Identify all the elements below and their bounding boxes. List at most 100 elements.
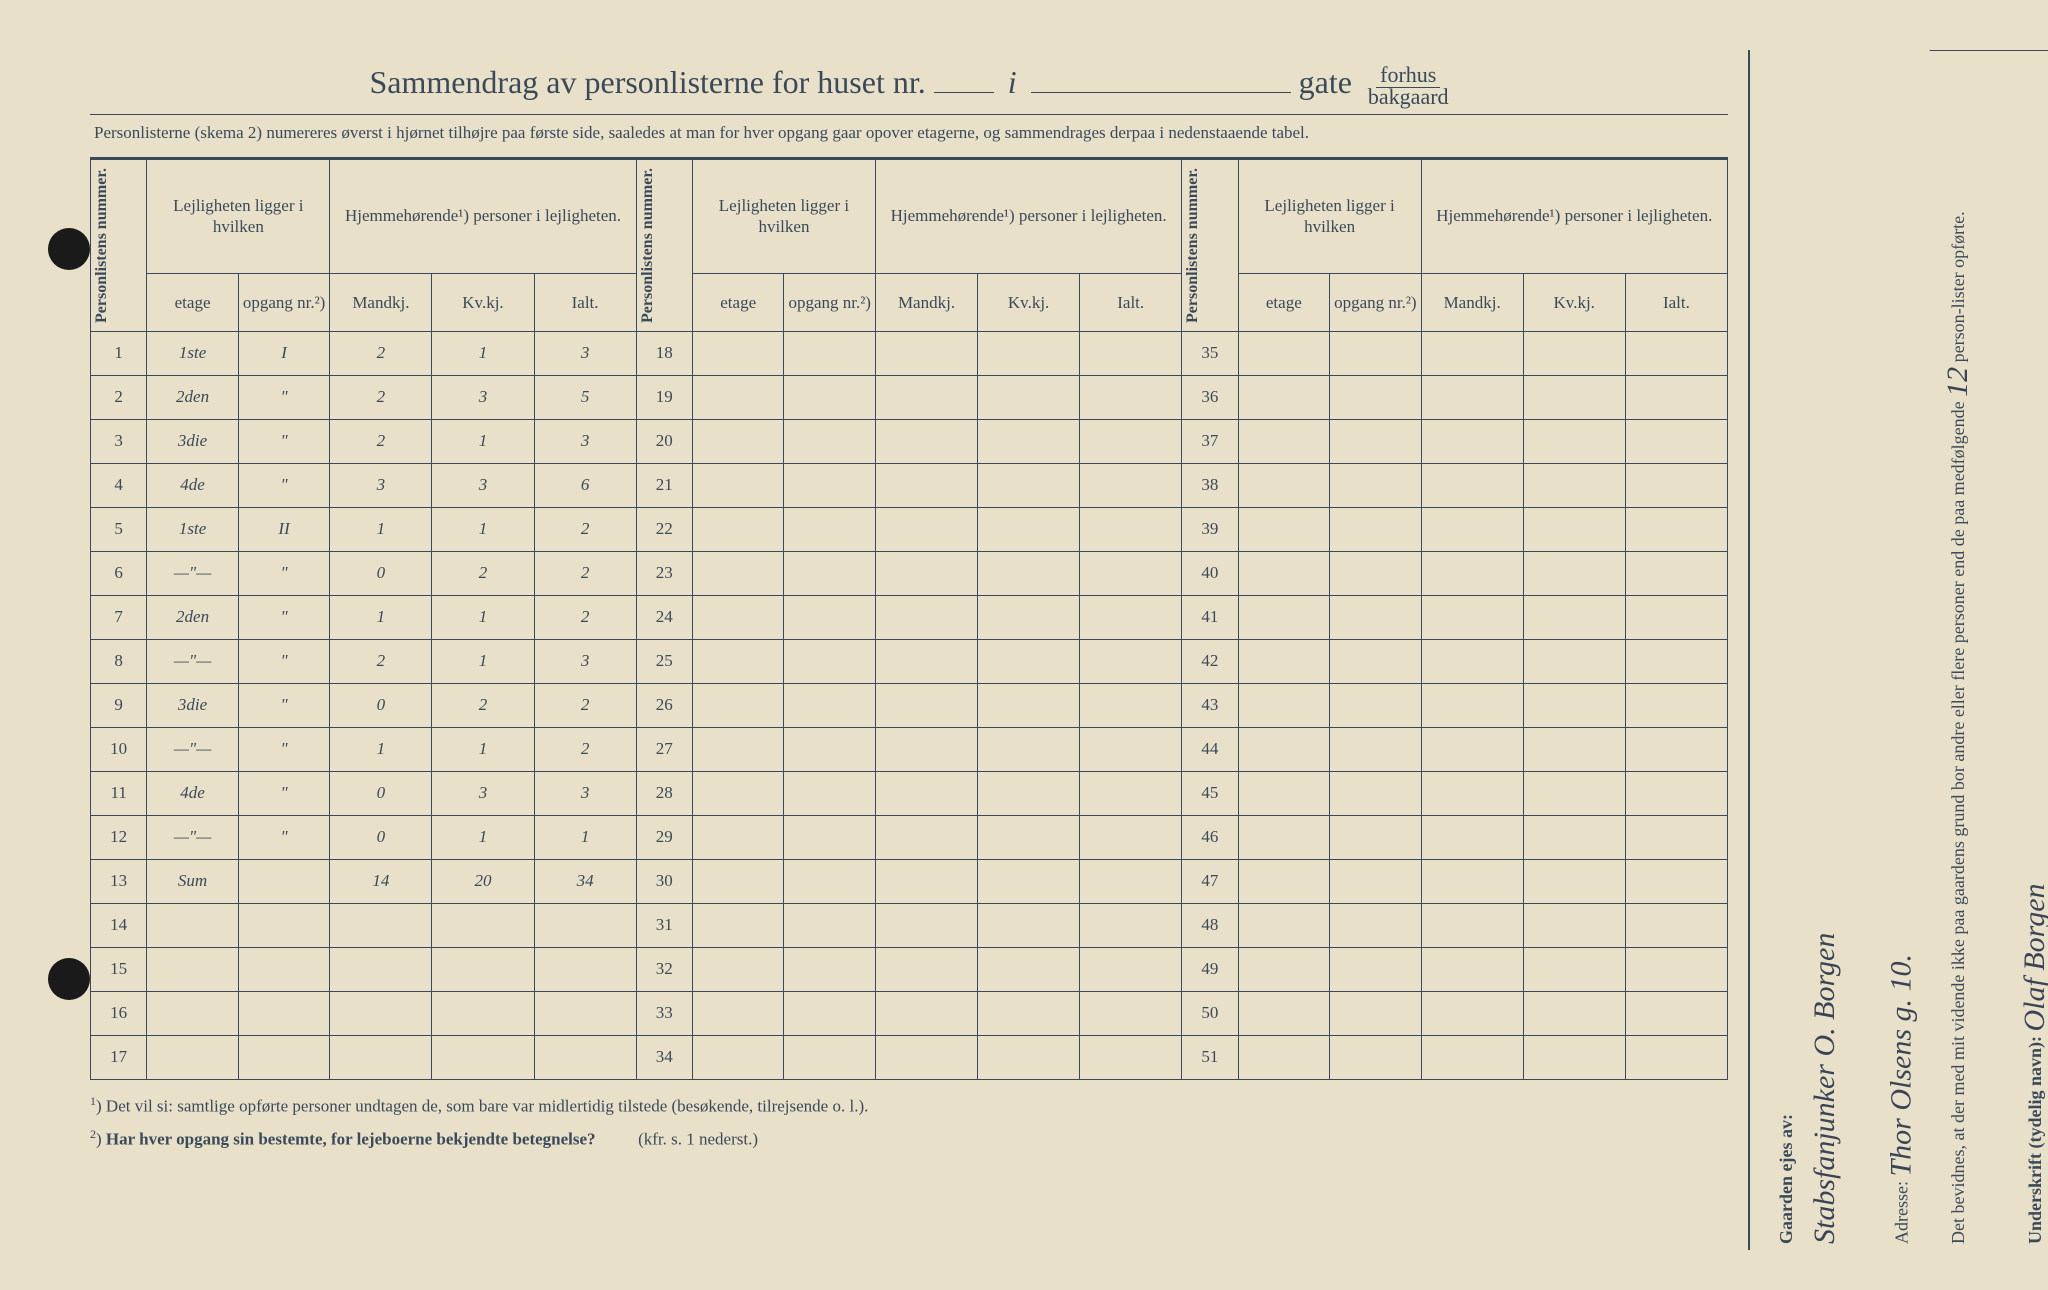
cell-k [978, 727, 1080, 771]
cell-i [1625, 991, 1727, 1035]
cell-m [1421, 859, 1523, 903]
cell-etage [147, 991, 239, 1035]
cell-etage: 1ste [147, 331, 239, 375]
cell-etage [692, 1035, 784, 1079]
cell-opg [784, 727, 876, 771]
row-number: 36 [1182, 375, 1238, 419]
cell-k: 1 [432, 815, 534, 859]
cell-opg [784, 463, 876, 507]
cell-etage [1238, 419, 1330, 463]
cell-opg: " [238, 595, 330, 639]
col-personliste: Personlistens nummer. [91, 160, 113, 331]
cell-opg [1330, 947, 1422, 991]
cell-etage [1238, 331, 1330, 375]
cell-k [432, 947, 534, 991]
row-number: 30 [636, 859, 692, 903]
cell-k [1523, 903, 1625, 947]
col-mandkj: Mandkj. [1421, 274, 1523, 332]
cell-i: 2 [534, 551, 636, 595]
cell-m: 1 [330, 507, 432, 551]
row-number: 22 [636, 507, 692, 551]
cell-opg [238, 947, 330, 991]
page-title: Sammendrag av personlisterne for huset n… [90, 50, 1728, 115]
col-etage: etage [147, 274, 239, 332]
row-number: 25 [636, 639, 692, 683]
cell-m: 2 [330, 639, 432, 683]
row-number: 10 [91, 727, 147, 771]
cell-k [978, 595, 1080, 639]
col-hjemme: Hjemmehørende¹) personer i lejligheten. [875, 159, 1181, 273]
cell-k [978, 859, 1080, 903]
cell-m [1421, 815, 1523, 859]
cell-k: 3 [432, 375, 534, 419]
cell-opg: " [238, 419, 330, 463]
cell-i [1625, 419, 1727, 463]
cell-etage [692, 947, 784, 991]
cell-i [1080, 375, 1182, 419]
cell-k [432, 903, 534, 947]
cell-m: 2 [330, 375, 432, 419]
cell-i: 3 [534, 639, 636, 683]
cell-i [1625, 331, 1727, 375]
punch-hole [48, 958, 90, 1000]
row-number: 45 [1182, 771, 1238, 815]
cell-m [1421, 991, 1523, 1035]
cell-k [1523, 991, 1625, 1035]
cell-etage: 4de [147, 771, 239, 815]
row-number: 3 [91, 419, 147, 463]
cell-k: 1 [432, 331, 534, 375]
cell-i: 2 [534, 727, 636, 771]
cell-k [1523, 771, 1625, 815]
cell-opg [784, 375, 876, 419]
row-number: 31 [636, 903, 692, 947]
row-number: 4 [91, 463, 147, 507]
cell-etage: 2den [147, 375, 239, 419]
cell-etage: 3die [147, 419, 239, 463]
cell-m [875, 551, 977, 595]
cell-k [1523, 331, 1625, 375]
cell-k: 1 [432, 639, 534, 683]
cell-i [1080, 727, 1182, 771]
table-row: 93die"0222643 [91, 683, 1728, 727]
cell-m: 14 [330, 859, 432, 903]
row-number: 6 [91, 551, 147, 595]
cell-m [1421, 771, 1523, 815]
cell-etage [692, 463, 784, 507]
cell-i [1625, 507, 1727, 551]
cell-etage [692, 595, 784, 639]
cell-k [1523, 815, 1625, 859]
row-number: 2 [91, 375, 147, 419]
cell-m [875, 375, 977, 419]
cell-opg [784, 551, 876, 595]
cell-etage [692, 507, 784, 551]
table-row: 163350 [91, 991, 1728, 1035]
cell-k [978, 507, 1080, 551]
cell-etage [1238, 507, 1330, 551]
cell-m [330, 991, 432, 1035]
cell-k [978, 639, 1080, 683]
cell-i [1080, 771, 1182, 815]
cell-i [1080, 903, 1182, 947]
row-number: 23 [636, 551, 692, 595]
cell-opg: " [238, 771, 330, 815]
cell-etage [1238, 1035, 1330, 1079]
punch-hole [48, 228, 90, 270]
cell-opg [238, 1035, 330, 1079]
table-row: 11steI2131835 [91, 331, 1728, 375]
col-etage: etage [1238, 274, 1330, 332]
col-hjemme: Hjemmehørende¹) personer i lejligheten. [330, 159, 636, 273]
gaarden-label: Gaarden ejes av: [1776, 1114, 1796, 1244]
cell-k [978, 463, 1080, 507]
cell-i: 2 [534, 595, 636, 639]
cell-etage [692, 375, 784, 419]
cell-opg [1330, 375, 1422, 419]
cell-i [1080, 991, 1182, 1035]
cell-i [1625, 683, 1727, 727]
cell-opg [784, 639, 876, 683]
cell-k: 1 [432, 507, 534, 551]
cell-i: 3 [534, 331, 636, 375]
cell-i: 6 [534, 463, 636, 507]
cell-i: 34 [534, 859, 636, 903]
cell-k [1523, 727, 1625, 771]
cell-m [1421, 1035, 1523, 1079]
